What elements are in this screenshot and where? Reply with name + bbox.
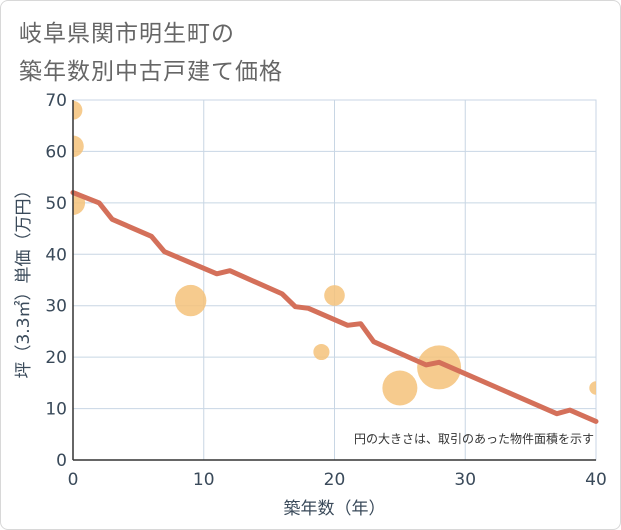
x-tick-label: 10 (193, 470, 215, 490)
x-tick-label: 30 (454, 470, 476, 490)
y-tick-label: 0 (56, 451, 67, 471)
bubble-point (382, 370, 418, 406)
y-tick-label: 10 (45, 400, 67, 420)
trend-line (70, 190, 599, 424)
bubble-point (174, 284, 207, 317)
size-legend-note: 円の大きさは、取引のあった物件面積を示す (354, 431, 594, 446)
bubble-series (73, 100, 596, 406)
bubble-point (589, 381, 596, 395)
y-tick-label: 70 (45, 91, 67, 111)
x-tick-label: 40 (585, 470, 607, 490)
x-tick-label: 0 (68, 470, 79, 490)
bubble-point (73, 100, 83, 120)
grid (72, 99, 597, 461)
bubble-point (73, 135, 84, 158)
axes: 0 10 20 30 40 50 60 70 0 10 20 30 40 (45, 91, 606, 490)
title-line-1: 岐阜県関市明生町の (19, 21, 235, 47)
x-axis-label: 築年数（年） (284, 499, 386, 519)
trend-series (70, 190, 599, 424)
x-tick-label: 20 (324, 470, 346, 490)
bubble-point (417, 345, 462, 390)
bubble-point (324, 285, 345, 306)
y-tick-label: 30 (45, 297, 67, 317)
y-tick-label: 60 (45, 142, 67, 162)
title-line-2: 築年数別中古戸建て価格 (19, 59, 283, 85)
chart-title: 岐阜県関市明生町の 築年数別中古戸建て価格 (19, 15, 283, 91)
y-tick-label: 40 (45, 245, 67, 265)
bubble-point (313, 343, 330, 361)
y-tick-label: 50 (45, 194, 67, 214)
y-axis-label: 坪（3.3㎡）単価（万円） (14, 181, 34, 378)
y-tick-label: 20 (45, 348, 67, 368)
